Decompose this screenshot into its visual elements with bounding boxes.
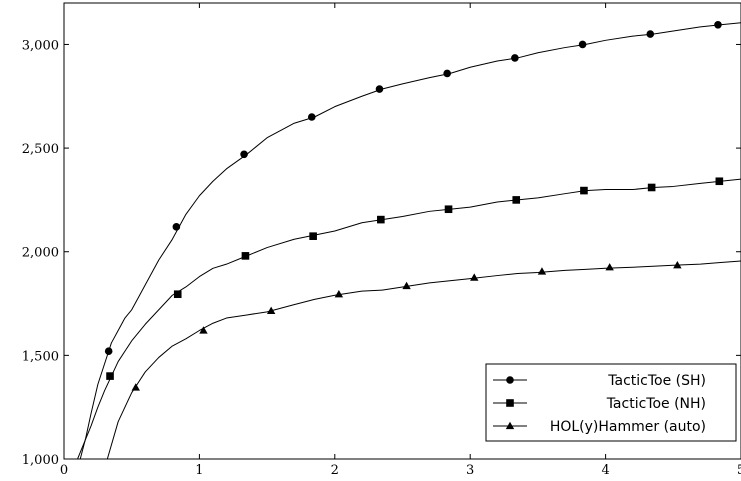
y-tick-label: 1,500: [22, 349, 59, 364]
data-point: [199, 326, 208, 334]
plot-frame: [63, 2, 741, 460]
legend-item: HOL(y)Hammer (auto): [493, 419, 706, 435]
data-point: [375, 85, 384, 93]
data-point: [443, 69, 451, 78]
data-point: [673, 261, 682, 269]
data-point: [106, 372, 114, 380]
y-tick-label: 1,000: [22, 453, 59, 468]
x-axis-ticks: 0 1 2 3 4 5: [60, 3, 741, 478]
data-point: [240, 150, 248, 159]
data-point: [309, 232, 317, 240]
legend-marker: [505, 421, 515, 430]
data-point: [307, 113, 316, 121]
series-2: [77, 177, 741, 459]
series-3: [106, 260, 741, 459]
legend: TacticToe (SH) TacticToe (NH) HOL(y)Hammer…: [485, 363, 737, 442]
legend-item: TacticToe (SH): [493, 373, 706, 389]
plot-area: 0 1 2 3 4 5 1,000 1,500 2,000 2,500 3,000: [22, 2, 741, 478]
x-tick-label: 1: [195, 463, 203, 478]
legend-box: [485, 363, 737, 442]
data-point: [334, 290, 344, 298]
data-point: [173, 290, 182, 299]
data-point: [715, 177, 724, 186]
data-point: [241, 252, 250, 260]
series-line: [79, 22, 741, 459]
x-tick-label: 4: [601, 463, 609, 478]
x-tick-label: 3: [466, 463, 474, 478]
data-point: [444, 205, 453, 214]
x-tick-label: 5: [737, 463, 741, 478]
data-point: [647, 183, 656, 192]
x-tick-label: 0: [60, 463, 68, 478]
data-point: [131, 383, 140, 391]
legend-marker: [506, 399, 514, 407]
series-1: [79, 20, 741, 459]
y-tick-label: 3,000: [22, 38, 59, 53]
legend-item: TacticToe (NH): [493, 396, 706, 412]
data-point: [172, 223, 181, 231]
series-line: [77, 178, 741, 459]
legend-label: HOL(y)Hammer (auto): [550, 419, 706, 435]
legend-label: TacticToe (SH): [607, 373, 706, 389]
legend-marker: [506, 376, 514, 384]
data-point: [714, 20, 722, 29]
data-point: [104, 347, 113, 356]
data-point: [605, 263, 614, 271]
series-line: [106, 260, 741, 459]
data-point: [578, 40, 587, 49]
data-point: [511, 54, 519, 62]
legend-label: TacticToe (NH): [606, 396, 706, 412]
data-point: [266, 306, 276, 314]
y-tick-label: 2,500: [22, 142, 59, 157]
y-tick-label: 2,000: [22, 246, 59, 261]
y-axis-ticks: 1,000 1,500 2,000 2,500 3,000: [22, 38, 741, 468]
data-point: [580, 186, 588, 195]
data-point: [512, 196, 521, 204]
data-point: [646, 30, 655, 38]
series-layer: [77, 20, 741, 459]
data-point: [537, 267, 547, 275]
data-point: [402, 281, 411, 290]
data-point: [470, 273, 479, 281]
x-tick-label: 2: [331, 463, 339, 478]
data-point: [377, 215, 385, 224]
